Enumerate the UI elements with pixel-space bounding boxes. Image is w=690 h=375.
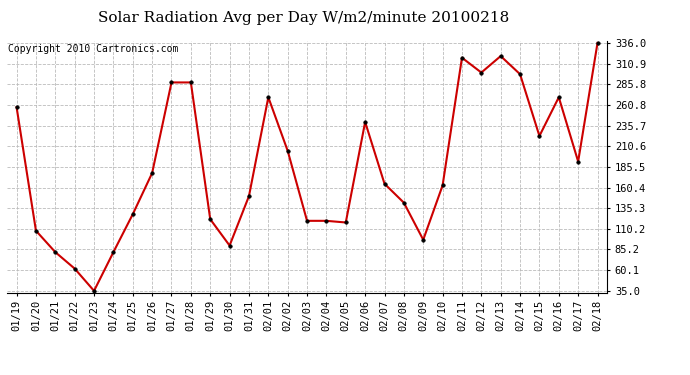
Text: Copyright 2010 Cartronics.com: Copyright 2010 Cartronics.com (8, 44, 178, 54)
Text: Solar Radiation Avg per Day W/m2/minute 20100218: Solar Radiation Avg per Day W/m2/minute … (98, 11, 509, 25)
